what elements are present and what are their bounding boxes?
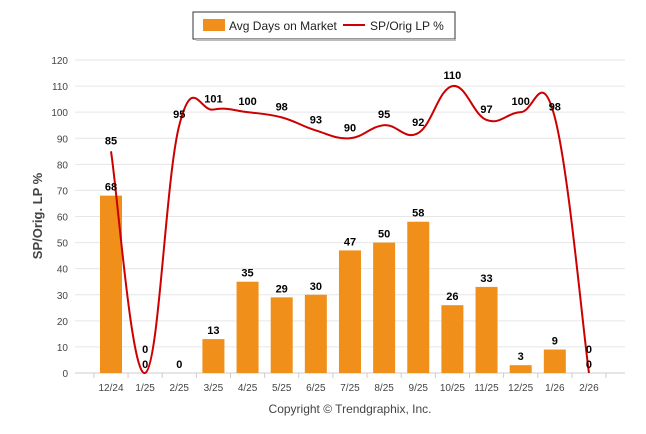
bar-value-label: 30	[310, 281, 322, 293]
bar	[100, 195, 122, 373]
bar	[202, 339, 225, 373]
bar	[338, 250, 361, 373]
bar-value-label: 47	[344, 236, 356, 248]
y-tick-label: 100	[51, 108, 68, 119]
legend-bar-label: Avg Days on Market	[229, 19, 337, 33]
line-value-label: 101	[204, 94, 222, 106]
y-tick-label: 20	[57, 317, 69, 328]
bar-value-label: 35	[241, 268, 253, 280]
x-tick-label: 5/25	[272, 383, 292, 394]
line-value-label: 98	[276, 101, 288, 113]
line-value-label: 100	[238, 96, 256, 108]
bar	[236, 281, 259, 373]
y-tick-label: 40	[57, 265, 69, 276]
legend-line-label: SP/Orig LP %	[370, 19, 444, 33]
bar-value-label: 29	[276, 283, 288, 295]
line-value-label: 0	[586, 344, 592, 356]
bar-value-label: 0	[586, 359, 592, 371]
bar	[543, 349, 566, 373]
x-tick-label: 8/25	[374, 383, 394, 394]
bar	[441, 305, 464, 373]
bar-value-label: 3	[518, 351, 524, 363]
y-tick-label: 30	[57, 291, 69, 302]
line-value-label: 90	[344, 122, 356, 134]
line-value-label: 0	[142, 344, 148, 356]
line-value-label: 100	[512, 96, 530, 108]
x-tick-label: 1/26	[545, 383, 565, 394]
x-tick-label: 2/26	[579, 383, 599, 394]
line-value-label: 95	[173, 109, 185, 121]
bar-value-label: 0	[176, 359, 182, 371]
x-tick-label: 6/25	[306, 383, 326, 394]
x-tick-label: 7/25	[340, 383, 360, 394]
line-value-label: 98	[549, 101, 561, 113]
line-value-label: 95	[378, 109, 390, 121]
x-tick-label: 2/25	[170, 383, 190, 394]
bar	[509, 365, 532, 373]
bar	[407, 221, 430, 373]
bar	[270, 297, 293, 373]
y-tick-label: 70	[57, 186, 69, 197]
line-value-label: 93	[310, 114, 322, 126]
bar	[304, 294, 327, 373]
x-tick-label: 1/25	[135, 383, 155, 394]
y-axis-title: SP/Orig. LP %	[30, 172, 45, 259]
bar	[475, 286, 498, 373]
bar-value-label: 50	[378, 229, 390, 241]
line-value-label: 92	[412, 117, 424, 129]
legend-box	[192, 11, 456, 40]
y-tick-label: 0	[62, 369, 68, 380]
x-tick-label: 12/24	[98, 383, 123, 394]
x-tick-label: 11/25	[474, 383, 499, 394]
copyright: Copyright © Trendgraphix, Inc.	[269, 402, 432, 416]
x-tick-label: 3/25	[204, 383, 224, 394]
bar-value-label: 0	[142, 359, 148, 371]
bar-value-label: 33	[480, 273, 492, 285]
bar-value-label: 13	[207, 325, 219, 337]
y-tick-label: 60	[57, 213, 69, 224]
legend-bar-swatch	[203, 19, 225, 31]
legend-shadow	[196, 39, 456, 41]
x-tick-label: 12/25	[508, 383, 533, 394]
y-tick-label: 80	[57, 160, 69, 171]
y-tick-label: 90	[57, 134, 69, 145]
x-tick-label: 4/25	[238, 383, 258, 394]
y-tick-label: 110	[52, 82, 68, 93]
y-tick-label: 10	[57, 343, 69, 354]
y-tick-label: 50	[57, 239, 69, 250]
line-value-label: 85	[105, 135, 117, 147]
legend: Avg Days on Market SP/Orig LP %	[192, 11, 456, 41]
line-value-label: 97	[480, 104, 492, 116]
y-tick-label: 120	[51, 56, 68, 67]
bar-value-label: 9	[552, 336, 558, 348]
x-tick-label: 9/25	[409, 383, 429, 394]
x-tick-label: 10/25	[440, 383, 465, 394]
line-series	[110, 85, 590, 375]
bar-value-label: 68	[105, 182, 117, 194]
line-value-label: 110	[444, 70, 462, 82]
bar	[373, 242, 396, 373]
bar-value-label: 26	[446, 291, 458, 303]
bar-value-label: 58	[412, 208, 424, 220]
